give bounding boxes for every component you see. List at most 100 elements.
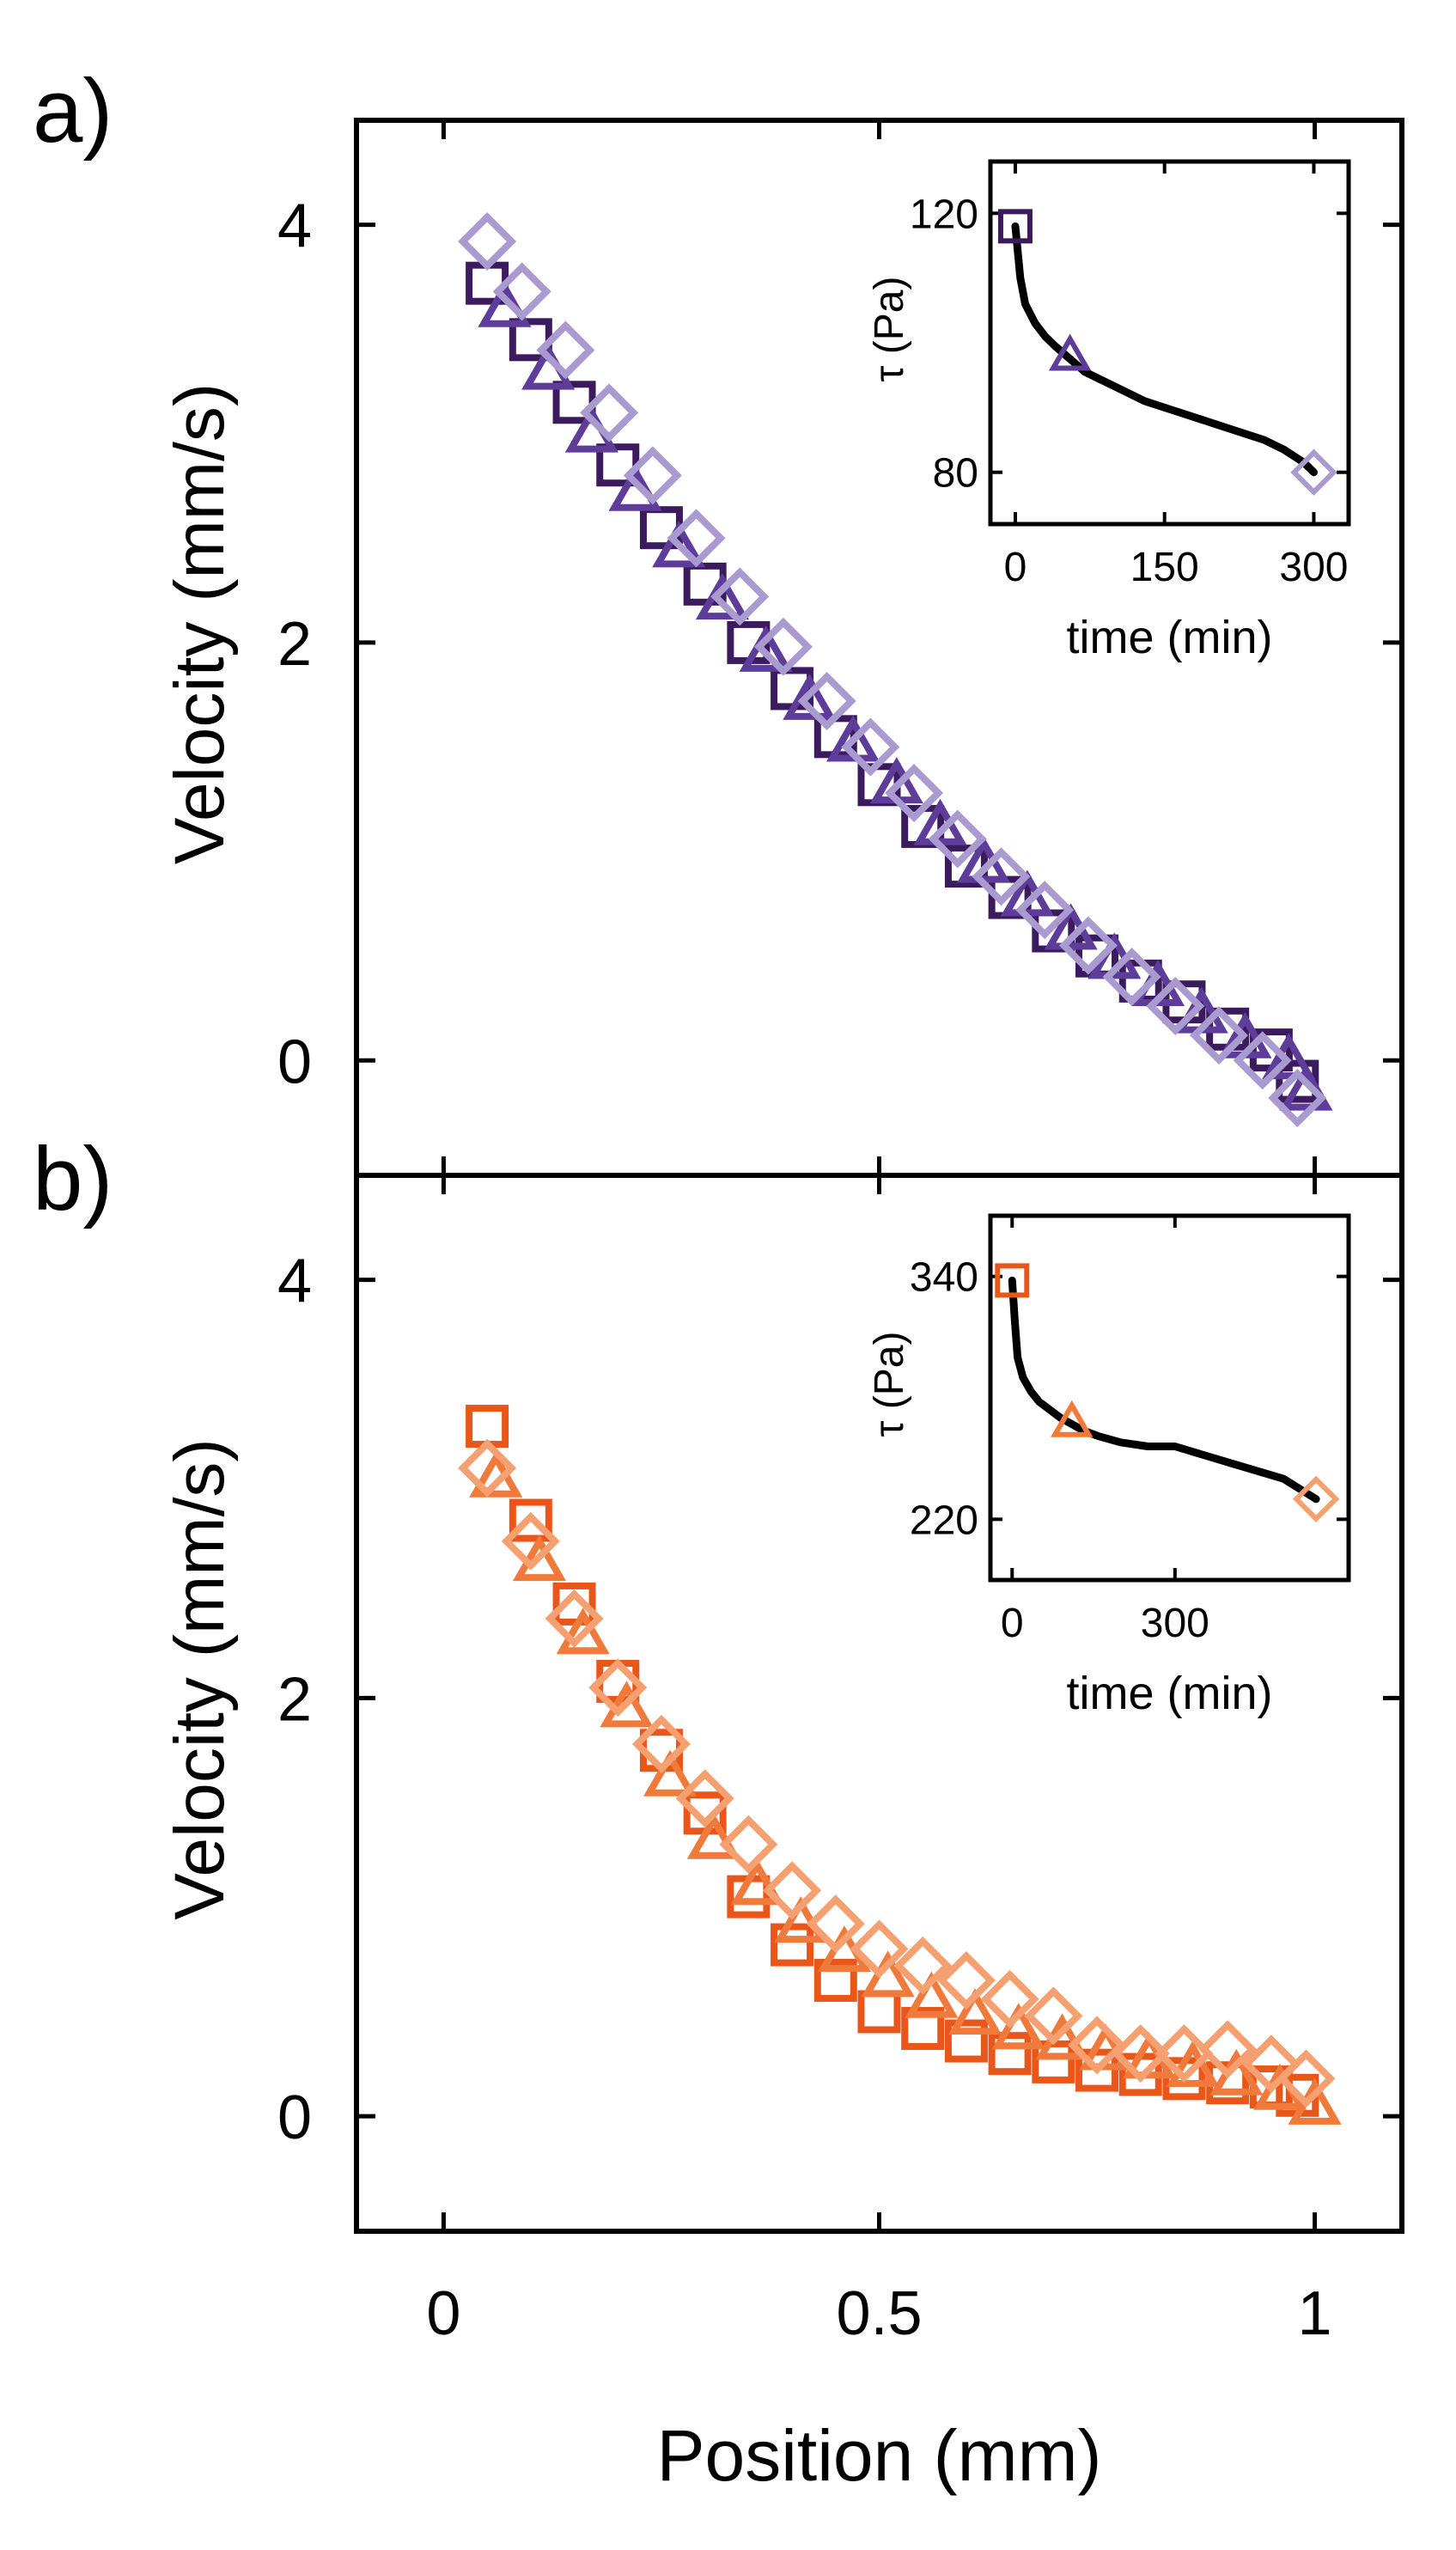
panel-b-inset-frame bbox=[988, 1213, 1351, 1583]
data-point-diamond bbox=[1268, 1069, 1327, 1128]
inset-marker-triangle bbox=[1048, 333, 1092, 371]
data-point-triangle bbox=[643, 1749, 698, 1797]
data-point-diamond bbox=[1146, 977, 1205, 1036]
data-point-diamond bbox=[545, 1589, 604, 1648]
data-point-diamond bbox=[753, 617, 813, 676]
panel-a-y-axis-label: Velocity (mm/s) bbox=[161, 383, 239, 864]
inset-marker-square bbox=[997, 209, 1033, 244]
data-point-triangle bbox=[730, 1858, 784, 1906]
data-point-square bbox=[509, 1498, 552, 1542]
panel-b-data-points bbox=[458, 1405, 1342, 2125]
panel-b-x-tick-labels: 0 0.5 1 bbox=[426, 2279, 1331, 2348]
data-point-diamond bbox=[850, 1919, 909, 1979]
panel-b-y-tick-label: 0 bbox=[277, 2083, 312, 2152]
data-point-diamond bbox=[936, 1950, 996, 2010]
data-point-square bbox=[813, 1958, 857, 2002]
data-point-square bbox=[901, 2006, 945, 2050]
panel-b-ticks bbox=[356, 1175, 1402, 2231]
data-point-triangle bbox=[739, 625, 793, 672]
panel-a-inset-stress-curve bbox=[1011, 222, 1318, 477]
panel-b-frame bbox=[354, 1173, 1404, 2234]
data-point-triangle bbox=[608, 464, 662, 511]
panel-a-inset-markers bbox=[997, 209, 1337, 496]
data-point-triangle bbox=[991, 2003, 1045, 2050]
panel-b-x-tick-label: 0 bbox=[426, 2279, 460, 2348]
panel-a-data-points bbox=[458, 212, 1333, 1128]
panel-b-inset-x-axis-label: time (min) bbox=[1067, 1668, 1273, 1719]
data-point-diamond bbox=[675, 1769, 734, 1828]
panel-a-inset-y-axis-label: τ (Pa) bbox=[867, 277, 912, 382]
panel-a-inset-x-tick-label: 150 bbox=[1130, 545, 1199, 590]
panel-b-inset-ticks bbox=[990, 1216, 1349, 1580]
data-point-diamond bbox=[928, 809, 987, 869]
data-point-diamond bbox=[1102, 947, 1161, 1006]
inset-marker-diamond bbox=[1290, 448, 1337, 496]
data-point-triangle bbox=[905, 1971, 959, 2018]
data-point-square bbox=[988, 2032, 1032, 2076]
panel-b-inset-x-tick-label: 300 bbox=[1141, 1601, 1209, 1646]
panel-b-y-tick-label: 4 bbox=[277, 1248, 312, 1316]
data-point-square bbox=[771, 1923, 814, 1967]
data-point-diamond bbox=[667, 509, 726, 568]
data-point-diamond bbox=[492, 262, 551, 321]
panel-a-y-tick-labels: 0 2 4 bbox=[277, 192, 312, 1097]
data-point-triangle bbox=[652, 521, 706, 568]
data-point-diamond bbox=[588, 1658, 648, 1717]
inset-marker-diamond bbox=[1292, 1475, 1340, 1522]
panel-b-inset-y-tick-label: 340 bbox=[910, 1255, 978, 1301]
panel-a-inset-ticks bbox=[990, 162, 1349, 524]
data-point-diamond bbox=[1024, 1986, 1083, 2046]
panel-b-y-axis-label: Velocity (mm/s) bbox=[161, 1438, 239, 1919]
data-point-diamond bbox=[972, 847, 1031, 906]
x-axis-label: Position (mm) bbox=[656, 2415, 1101, 2496]
data-point-triangle bbox=[947, 1988, 1002, 2035]
data-point-triangle bbox=[686, 1812, 740, 1859]
data-point-diamond bbox=[631, 1714, 691, 1773]
panel-a-inset-x-tick-label: 300 bbox=[1279, 545, 1348, 590]
data-point-triangle bbox=[1262, 1033, 1316, 1080]
data-point-diamond bbox=[1241, 2035, 1301, 2094]
data-point-diamond bbox=[1154, 2024, 1214, 2083]
panel-b-y-tick-label: 2 bbox=[277, 1665, 312, 1734]
data-point-diamond bbox=[458, 212, 517, 271]
data-point-diamond bbox=[885, 763, 944, 823]
data-point-diamond bbox=[501, 1511, 560, 1571]
data-point-square bbox=[552, 1582, 596, 1626]
data-point-square bbox=[944, 2019, 988, 2063]
panel-b-inset-markers bbox=[995, 1263, 1340, 1522]
panel-b-inset-x-tick-label: 0 bbox=[1001, 1601, 1024, 1646]
panel-a-inset-x-axis-label: time (min) bbox=[1067, 612, 1273, 663]
panel-b-inset-stress-curve bbox=[1008, 1276, 1320, 1504]
panel-a-label: a) bbox=[33, 61, 113, 162]
data-point-diamond bbox=[458, 1438, 517, 1498]
panel-a-velocity-chart: a) 0 2 4 Velocity (mm/s) 80 120 0 150 30… bbox=[33, 61, 1404, 1178]
panel-a-inset-y-tick-label: 120 bbox=[910, 192, 978, 237]
panel-b-x-tick-label: 0.5 bbox=[836, 2279, 922, 2348]
panel-a-inset-stress-chart: 80 120 0 150 300 time (min) τ (Pa) bbox=[867, 159, 1351, 663]
panel-b-inset-y-axis-label: τ (Pa) bbox=[867, 1332, 912, 1437]
data-point-diamond bbox=[1015, 881, 1075, 940]
data-point-diamond bbox=[806, 1894, 865, 1954]
data-point-diamond bbox=[841, 717, 900, 777]
data-point-diamond bbox=[763, 1861, 822, 1920]
panel-a-y-tick-label: 2 bbox=[277, 610, 312, 679]
data-point-triangle bbox=[695, 573, 750, 620]
panel-b-y-tick-labels: 0 2 4 bbox=[277, 1248, 312, 2152]
inset-marker-triangle bbox=[1051, 1400, 1094, 1437]
panel-b-velocity-chart: b) 0 2 4 Velocity (mm/s) 0 0.5 1 Positio… bbox=[33, 1129, 1404, 2496]
panel-b-label: b) bbox=[33, 1129, 113, 1229]
data-point-diamond bbox=[1111, 2024, 1170, 2083]
data-point-triangle bbox=[783, 673, 837, 720]
panel-a-y-tick-label: 0 bbox=[277, 1028, 312, 1096]
panel-a-ticks bbox=[356, 120, 1402, 1175]
panel-b-x-tick-label: 1 bbox=[1298, 2279, 1332, 2348]
data-point-diamond bbox=[710, 567, 770, 626]
panel-a-inset-y-tick-label: 80 bbox=[933, 451, 978, 497]
data-point-diamond bbox=[893, 1936, 953, 1995]
data-point-diamond bbox=[719, 1815, 778, 1874]
panel-b-inset-stress-chart: 220 340 0 300 time (min) τ (Pa) bbox=[867, 1213, 1351, 1719]
data-point-square bbox=[857, 1990, 901, 2034]
data-point-triangle bbox=[1166, 2040, 1220, 2088]
data-point-diamond bbox=[797, 672, 856, 731]
